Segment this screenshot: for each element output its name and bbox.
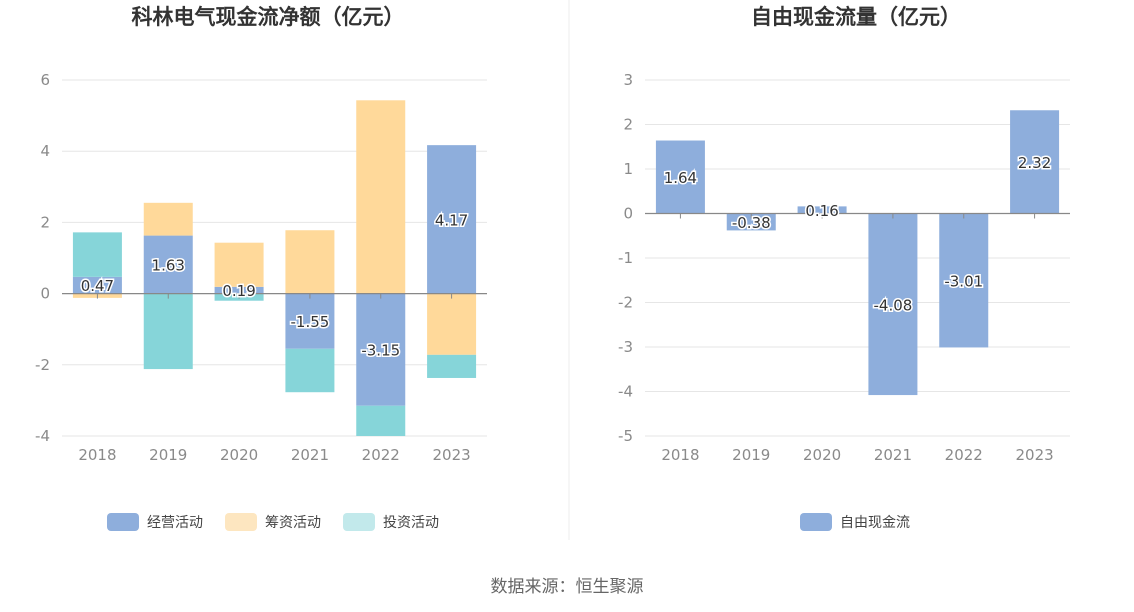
y-tick-label: 2: [40, 213, 50, 231]
x-tick-label: 2022: [945, 446, 983, 464]
bar-经营活动: [285, 293, 335, 349]
data-label: -4.08: [874, 296, 913, 314]
x-tick-label: 2018: [78, 446, 116, 464]
free-cashflow-chart: 自由现金流量（亿元） 3 2 1 0 -1 -2 -3 -4 -5 2018 2019 2020 2021…: [618, 5, 1070, 531]
data-label: -3.15: [361, 342, 400, 360]
bar-投资活动: [356, 405, 406, 436]
legend-swatch: [225, 513, 257, 531]
bar-投资活动: [143, 293, 193, 370]
bar-筹资活动: [356, 100, 406, 294]
cashflow-net-chart: 科林电气现金流净额（亿元） 6 4 2 0 -2 -4 2018 2019 2020 2021 202…: [35, 5, 487, 531]
legend-label: 自由现金流: [840, 515, 910, 531]
data-label: 1.63: [152, 257, 185, 275]
data-source-note: 数据来源：恒生聚源: [490, 577, 644, 597]
bar-自由现金流: [1010, 110, 1060, 214]
bar-自由现金流: [797, 206, 847, 214]
x-tick-label: 2019: [149, 446, 187, 464]
bar-筹资活动: [285, 230, 335, 294]
data-label: 0.19: [222, 282, 255, 300]
bar-自由现金流: [939, 213, 989, 348]
y-tick-label: -2: [618, 294, 633, 312]
y-tick-label: -1: [618, 249, 633, 267]
bar-筹资活动: [427, 293, 477, 355]
bar-筹资活动: [143, 202, 193, 236]
data-label: 0.47: [81, 277, 114, 295]
data-label: 1.64: [664, 169, 697, 187]
bar-投资活动: [427, 354, 477, 378]
x-tick-label: 2021: [874, 446, 912, 464]
y-tick-label: 0: [623, 205, 633, 223]
bar-经营活动: [143, 235, 193, 294]
y-tick-label: -5: [618, 427, 633, 445]
bar-经营活动: [72, 276, 122, 294]
legend-label: 投资活动: [383, 515, 439, 531]
y-tick-label: 6: [40, 71, 50, 89]
x-tick-label: 2021: [291, 446, 329, 464]
y-tick-label: -4: [35, 427, 50, 445]
data-label: -1.55: [291, 313, 330, 331]
bar-经营活动: [427, 145, 477, 294]
bar-筹资活动: [214, 242, 264, 287]
x-tick-label: 2018: [661, 446, 699, 464]
bar-自由现金流: [655, 140, 705, 214]
legend-label: 经营活动: [147, 515, 203, 531]
legend-swatch: [343, 513, 375, 531]
legend-label: 筹资活动: [265, 514, 321, 531]
bar-投资活动: [285, 348, 335, 393]
bar-投资活动: [72, 232, 122, 277]
data-label: -3.01: [944, 272, 983, 290]
x-tick-label: 2022: [362, 446, 400, 464]
x-tick-label: 2023: [1015, 446, 1053, 464]
bar-经营活动: [214, 286, 264, 294]
y-tick-label: -2: [35, 356, 50, 374]
data-label: 0.16: [805, 202, 838, 220]
y-tick-label: 4: [40, 142, 50, 160]
y-tick-label: -4: [618, 383, 633, 401]
y-tick-label: 1: [623, 160, 633, 178]
legend-swatch: [800, 513, 832, 531]
y-tick-label: 3: [623, 71, 633, 89]
bar-自由现金流: [868, 213, 918, 396]
legend-swatch: [107, 513, 139, 531]
x-tick-label: 2019: [732, 446, 770, 464]
bar-经营活动: [356, 293, 406, 406]
data-label: 4.17: [435, 211, 468, 229]
data-label: -0.38: [732, 214, 771, 232]
y-tick-label: 0: [40, 285, 50, 303]
bar-自由现金流: [726, 213, 776, 231]
chart-title: 科林电气现金流净额（亿元）: [132, 5, 405, 29]
x-tick-label: 2020: [220, 446, 258, 464]
y-tick-label: 2: [623, 116, 633, 134]
y-tick-label: -3: [618, 338, 633, 356]
data-label: 2.32: [1018, 154, 1051, 172]
x-tick-label: 2020: [803, 446, 841, 464]
chart-title: 自由现金流量（亿元）: [751, 5, 961, 29]
x-tick-label: 2023: [432, 446, 470, 464]
